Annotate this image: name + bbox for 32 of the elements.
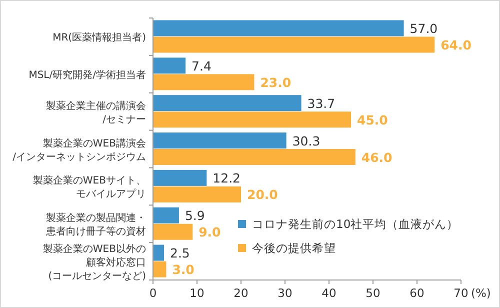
- legend-label: コロナ発生前の10社平均（血液がん）: [252, 217, 459, 231]
- x-axis-title: (%): [471, 286, 491, 300]
- x-tick-label: 60: [410, 286, 424, 300]
- y-tick-label: 製薬企業のWEB以外の顧客対応窓口(コールセンターなど): [42, 242, 146, 282]
- data-label: 7.4: [192, 58, 212, 74]
- data-label: 9.0: [198, 224, 222, 240]
- legend-label: 今後の提供希望: [252, 241, 336, 255]
- y-tick-label: MR(医薬情報担当者): [52, 32, 146, 44]
- data-label: 2.5: [170, 246, 190, 261]
- x-tick-label: 50: [366, 286, 380, 300]
- data-label: 45.0: [357, 112, 388, 128]
- data-label: 64.0: [440, 37, 472, 52]
- data-label: 57.0: [410, 20, 438, 36]
- data-label: 5.9: [184, 208, 205, 224]
- data-label: 23.0: [260, 74, 292, 90]
- y-tick-label: 製薬企業主催の講演会/セミナー: [46, 100, 146, 126]
- y-tick-label: 製薬企業のWEBサイト、モバイルアプリ: [32, 174, 146, 200]
- y-tick-label: 製薬企業の製品関連・患者向け冊子等の資材: [45, 212, 146, 238]
- y-tick-label: 製薬企業のWEB講演会/インターネットシンポジウム: [12, 137, 146, 163]
- x-tick-label: 40: [322, 286, 336, 300]
- x-tick-label: 20: [234, 286, 248, 300]
- data-label: 20.0: [247, 187, 278, 202]
- data-label: 46.0: [361, 150, 393, 165]
- x-tick-label: 0: [149, 286, 157, 300]
- x-tick-label: 70: [454, 286, 468, 300]
- x-tick-label: 10: [190, 286, 204, 300]
- data-label: 33.7: [307, 96, 336, 111]
- data-label: 12.2: [212, 170, 241, 186]
- data-label: 3.0: [172, 262, 195, 278]
- y-tick-label: MSL/研究開発/学術担当者: [28, 69, 146, 82]
- data-label: 30.3: [292, 133, 320, 148]
- x-tick-label: 30: [278, 286, 292, 300]
